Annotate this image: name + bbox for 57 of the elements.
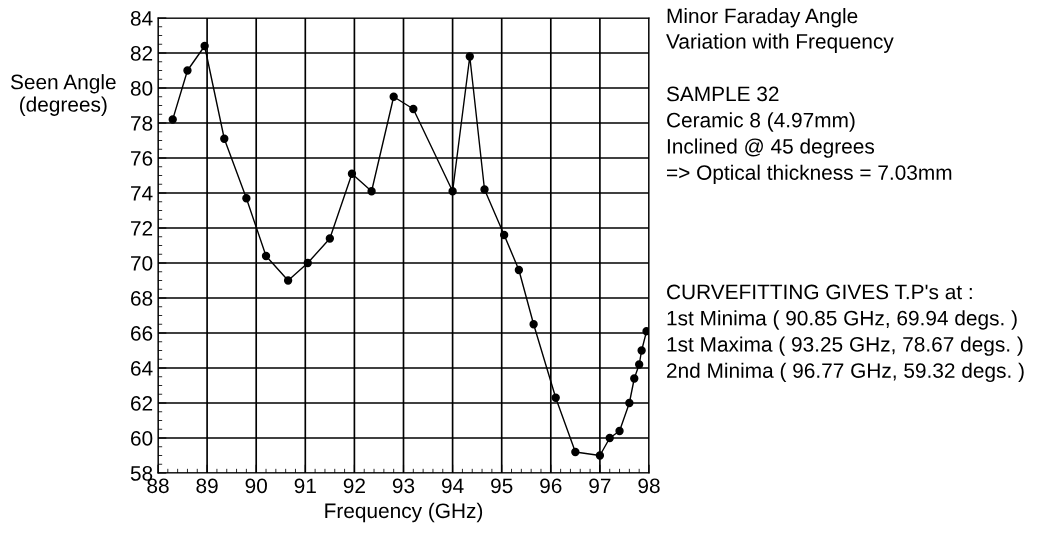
y-tick-label: 66 bbox=[131, 326, 153, 341]
point bbox=[499, 230, 509, 240]
point bbox=[637, 346, 646, 355]
point bbox=[261, 251, 271, 261]
y-tick-label: 60 bbox=[131, 431, 153, 446]
x-tick-label: 95 bbox=[491, 478, 513, 494]
y-tick-label: 74 bbox=[131, 186, 153, 201]
y-tick-label: 80 bbox=[130, 81, 153, 96]
x-tick-label: 90 bbox=[245, 478, 267, 494]
point bbox=[630, 374, 639, 383]
point bbox=[625, 398, 634, 408]
point bbox=[325, 234, 335, 243]
point bbox=[571, 447, 580, 457]
y-tick-label: 82 bbox=[130, 46, 153, 61]
point bbox=[635, 360, 644, 369]
x-tick-label: 96 bbox=[540, 478, 562, 494]
y-tick-label: 64 bbox=[131, 361, 153, 376]
point bbox=[183, 66, 192, 75]
point bbox=[367, 187, 376, 196]
point bbox=[448, 187, 457, 196]
point bbox=[409, 104, 418, 114]
point bbox=[514, 265, 524, 275]
point bbox=[220, 134, 229, 143]
point bbox=[200, 41, 209, 51]
x-tick-label: 94 bbox=[441, 478, 464, 494]
point bbox=[529, 320, 538, 329]
point bbox=[615, 426, 624, 436]
x-axis-title: Frequency (GHz) bbox=[325, 502, 483, 523]
point bbox=[465, 52, 474, 61]
x-tick-label: 92 bbox=[343, 478, 365, 494]
y-axis-title: Seen Angle (degrees) bbox=[10, 74, 116, 116]
text: Minor Faraday Angle Variation with Frequency bbox=[666, 8, 894, 53]
x-tick-label: 98 bbox=[638, 478, 660, 494]
x-tick-label: 97 bbox=[589, 478, 611, 494]
point bbox=[389, 92, 398, 101]
x-tick-label: 91 bbox=[294, 478, 316, 494]
point bbox=[480, 185, 489, 194]
y-tick-label: 78 bbox=[131, 116, 153, 131]
point bbox=[242, 194, 251, 203]
y-tick-label: 84 bbox=[130, 11, 153, 26]
y-tick-label: 76 bbox=[131, 151, 153, 166]
point bbox=[347, 169, 357, 178]
point bbox=[551, 393, 560, 402]
point bbox=[642, 327, 649, 336]
x-tick-label: 93 bbox=[392, 478, 415, 494]
x-tick-label: 89 bbox=[196, 478, 218, 494]
y-tick-label: 72 bbox=[131, 221, 153, 236]
point bbox=[595, 451, 605, 460]
text: CURVEFITTING GIVES T.P's at : 1st Minima ( 90.85 GHz, 69.94 degs. ) 1st Maxima ( 93.25 GHz, 78.67 degs. ) 2nd Minima ( 96.77 GHz, 59.32 degs. ) bbox=[667, 284, 1024, 383]
point bbox=[303, 258, 312, 268]
y-tick-label: 62 bbox=[131, 396, 153, 411]
y-tick-label: 68 bbox=[131, 291, 153, 306]
y-tick-label: 70 bbox=[131, 256, 153, 271]
point bbox=[605, 433, 614, 443]
point bbox=[168, 115, 177, 124]
text: SAMPLE 32 Ceramic 8 (4.97mm) Inclined @ 45 degrees => Optical thickness = 7.03mm bbox=[666, 86, 952, 185]
point bbox=[283, 276, 293, 285]
